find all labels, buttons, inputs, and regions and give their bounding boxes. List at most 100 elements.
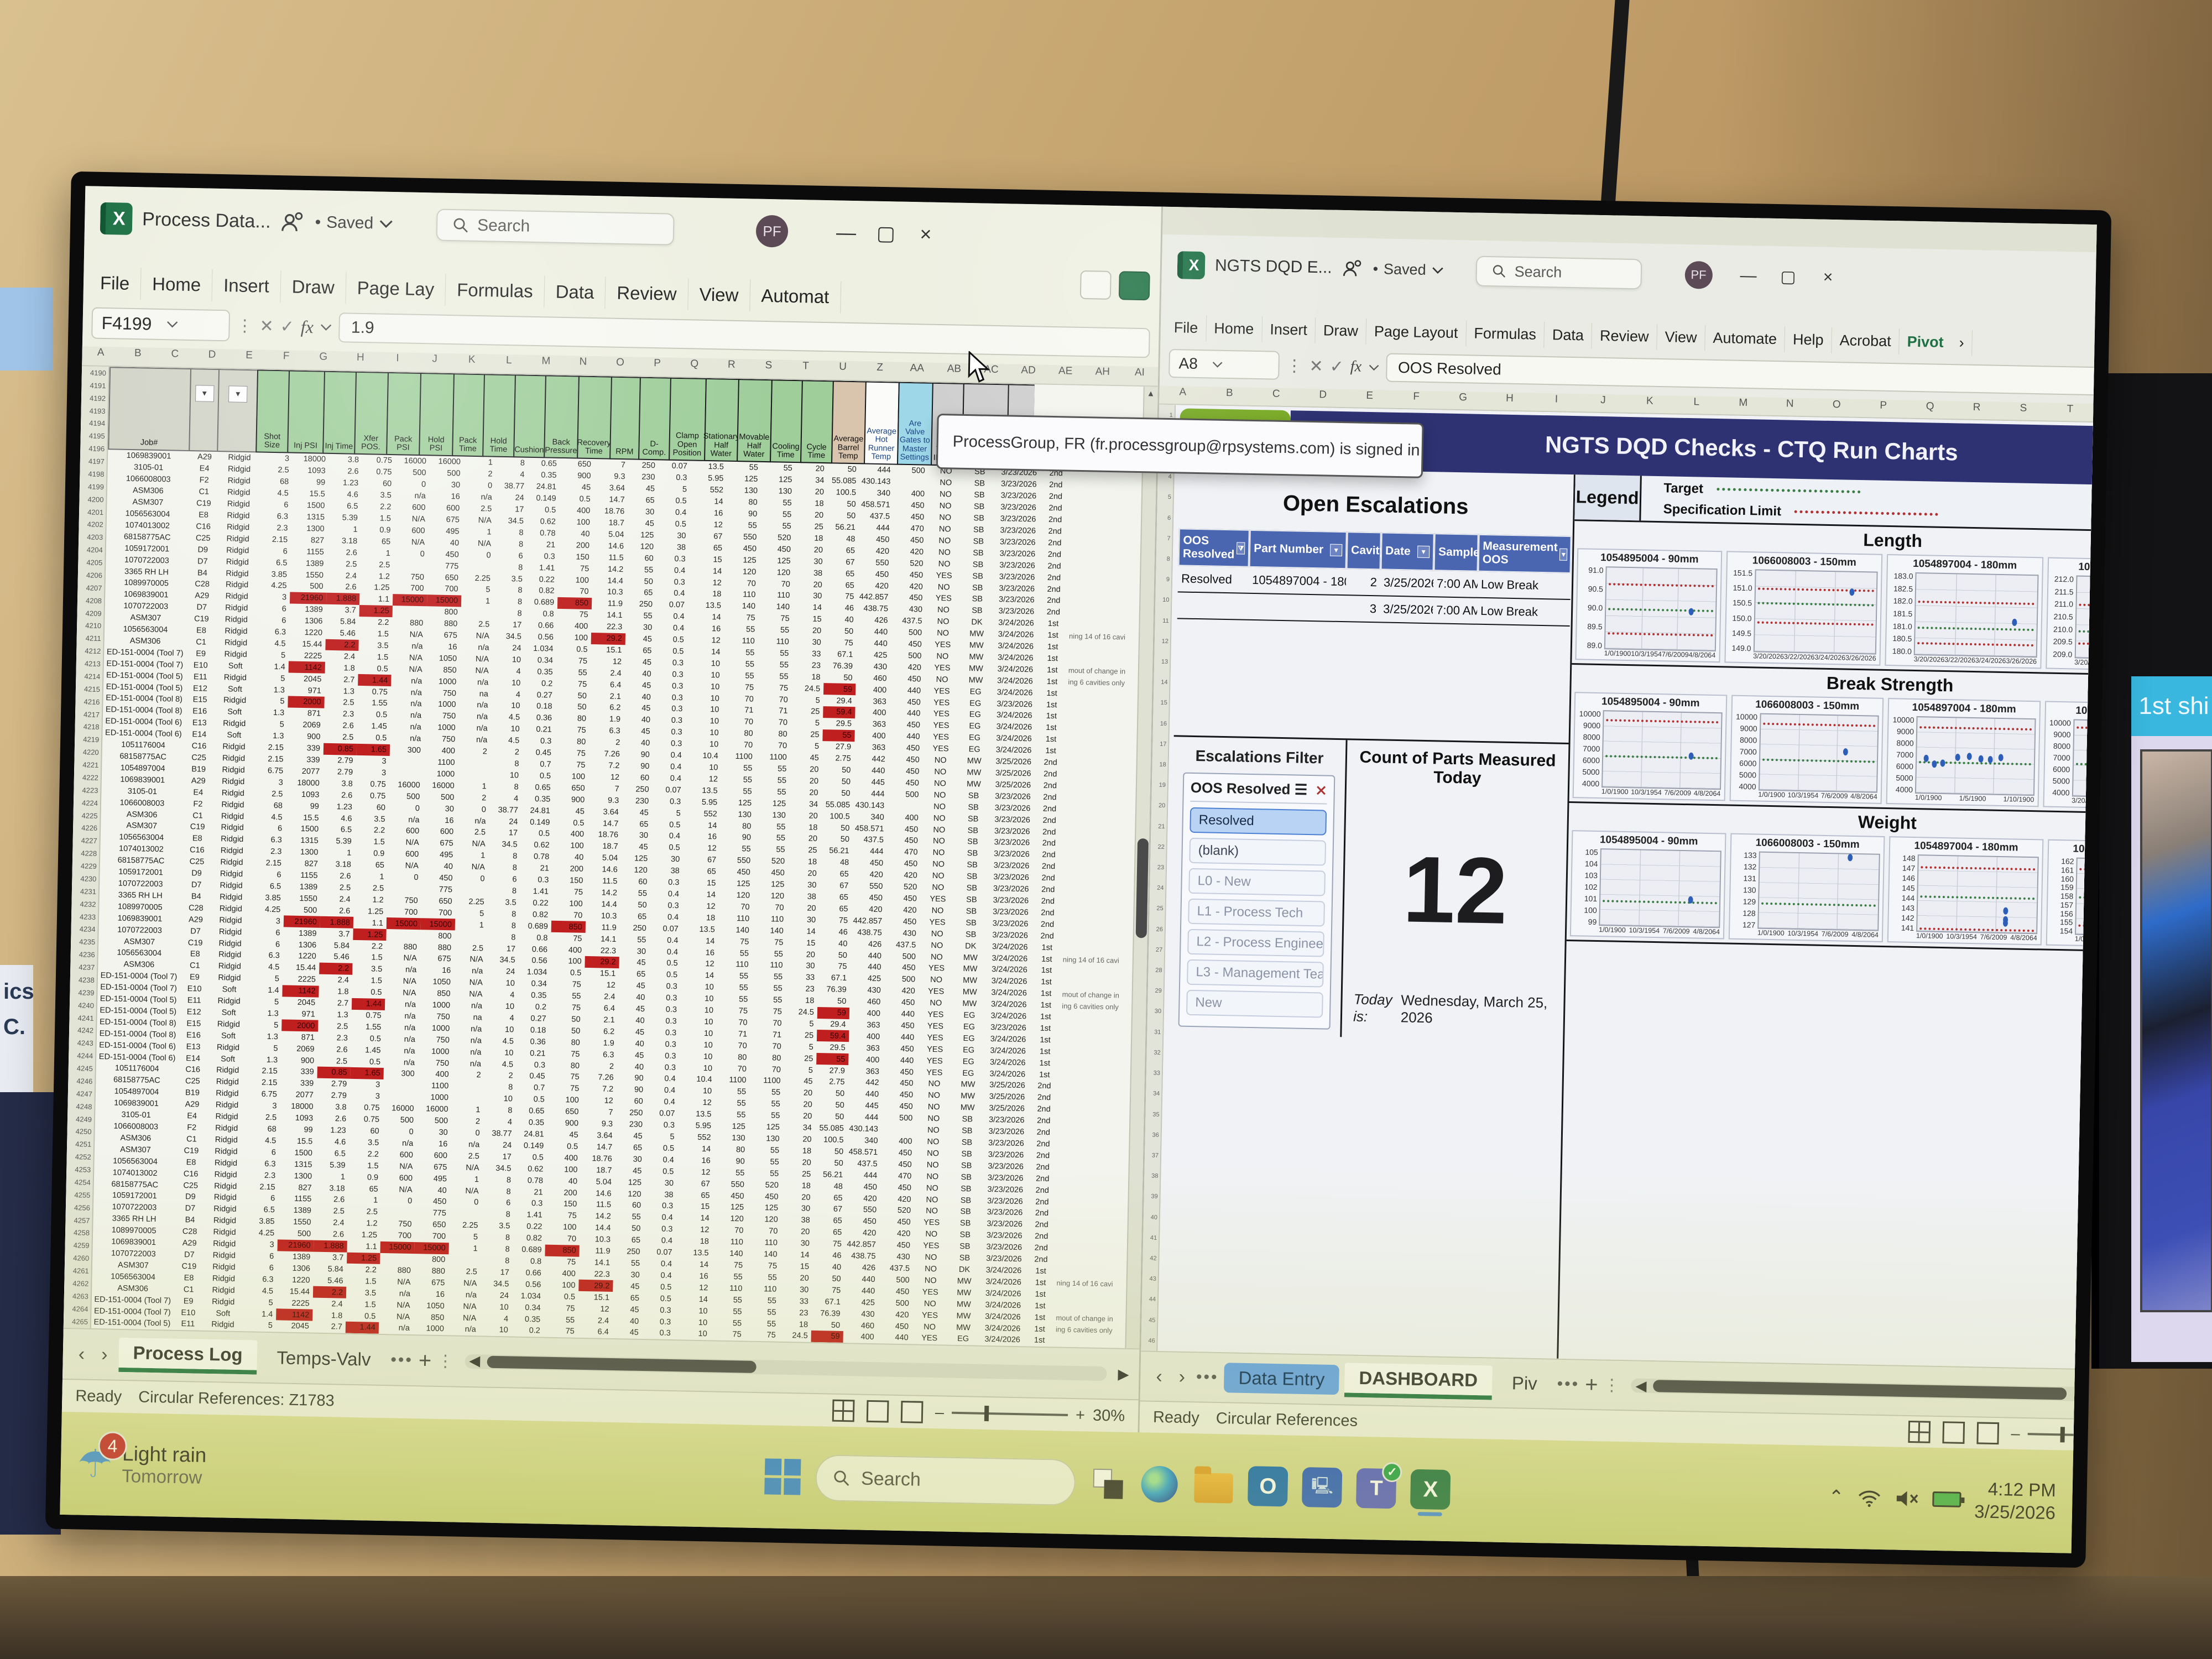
grid-cell[interactable]: 0.4 (660, 1259, 672, 1269)
grid-cell[interactable]: 5.46 (340, 629, 356, 638)
grid-cell[interactable]: D7 (185, 1204, 196, 1213)
grid-cell[interactable]: 110 (735, 960, 749, 970)
grid-cell[interactable]: NO (930, 952, 943, 962)
grid-cell[interactable]: 450 (899, 1102, 913, 1112)
grid-cell[interactable]: 13.5 (702, 786, 718, 796)
grid-cell[interactable] (462, 561, 494, 573)
grid-cell[interactable]: 2.2 (365, 1265, 377, 1275)
column-header[interactable]: Back Pressure (544, 375, 580, 459)
row-number[interactable]: 4202 (87, 520, 103, 529)
column-letter[interactable]: A (1179, 386, 1187, 398)
grid-cell[interactable]: 14 (705, 971, 714, 980)
grid-cell[interactable]: EG (962, 1068, 974, 1078)
grid-cell[interactable]: 23 (799, 1308, 808, 1318)
grid-cell[interactable]: 15 (812, 614, 822, 624)
grid-cell[interactable]: 75 (746, 613, 755, 623)
grid-cell[interactable]: 420 (896, 1229, 911, 1239)
grid-cell[interactable]: 2nd (1041, 908, 1055, 918)
grid-cell[interactable]: 65 (633, 1143, 643, 1152)
grid-cell[interactable]: N/A (409, 665, 422, 674)
grid-cell[interactable]: SB (966, 918, 977, 928)
grid-cell[interactable]: 0.4 (667, 912, 679, 922)
grid-cell[interactable]: 500 (400, 1115, 414, 1125)
grid-cell[interactable]: 3/23/2026 (993, 907, 1029, 917)
grid-cell[interactable]: NO (925, 1253, 937, 1262)
grid-cell[interactable]: YES (922, 1287, 938, 1297)
grid-cell[interactable]: 880 (444, 619, 458, 629)
grid-cell[interactable]: ASM307 (124, 937, 155, 947)
grid-cell[interactable]: 3/25/2026 (995, 780, 1031, 790)
grid-cell[interactable]: 1093 (307, 466, 326, 476)
grid-cell[interactable]: 12 (699, 1283, 708, 1293)
grid-cell[interactable]: 5 (479, 909, 484, 919)
grid-cell[interactable]: 2nd (1040, 920, 1055, 929)
grid-cell[interactable]: 75 (577, 726, 586, 735)
grid-cell[interactable]: 3/24/2026 (998, 618, 1034, 628)
grid-cell[interactable]: SB (972, 560, 984, 570)
grid-cell[interactable]: 2 (482, 794, 487, 803)
grid-cell[interactable]: B4 (185, 1215, 195, 1225)
taskbar-clock[interactable]: 4:12 PM 3/25/2026 (1974, 1477, 2056, 1524)
grid-cell[interactable]: 1100 (431, 1082, 449, 1091)
grid-cell[interactable]: 50 (841, 789, 851, 798)
grid-cell[interactable]: DK (958, 1265, 971, 1275)
grid-cell[interactable]: 0.3 (659, 1317, 671, 1327)
grid-cell[interactable]: 3.5 (374, 815, 385, 824)
grid-cell[interactable]: 6.3 (262, 1275, 274, 1284)
grid-cell[interactable]: 125 (744, 474, 758, 484)
grid-cell[interactable]: 1st (1039, 1047, 1051, 1056)
grid-cell[interactable]: 400 (562, 1269, 576, 1279)
grid-cell[interactable]: ED-151-0004 (Tool 5) (93, 1318, 171, 1329)
grid-cell[interactable]: 34 (815, 476, 825, 486)
grid-cell[interactable]: 0.7 (533, 1083, 545, 1093)
grid-cell[interactable]: 438.75 (863, 604, 889, 614)
grid-cell[interactable]: 675 (440, 839, 453, 848)
grid-cell[interactable]: 0.5 (672, 635, 684, 645)
grid-cell[interactable]: 75 (571, 1050, 580, 1059)
grid-cell[interactable]: N/A (478, 516, 492, 525)
grid-cell[interactable]: 1220 (292, 1275, 310, 1285)
row-number[interactable]: 4241 (77, 1013, 94, 1022)
grid-cell[interactable]: 5 (676, 808, 681, 818)
grid-cell[interactable]: 75 (573, 934, 582, 943)
grid-cell[interactable]: 650 (445, 573, 459, 582)
grid-cell[interactable]: 520 (778, 533, 791, 542)
grid-cell[interactable]: 75 (838, 962, 847, 972)
grid-cell[interactable]: 3/23/2026 (994, 803, 1031, 813)
grid-cell[interactable]: 1st (1040, 1000, 1052, 1010)
grid-cell[interactable]: 6.5 (276, 558, 288, 568)
grid-cell[interactable]: 1st (1046, 723, 1057, 733)
grid-cell[interactable]: NO (937, 582, 950, 592)
grid-cell[interactable]: 23 (811, 661, 821, 670)
grid-cell[interactable]: Ridgid (220, 881, 243, 890)
grid-cell[interactable]: 495 (446, 526, 460, 536)
column-letter[interactable]: F (283, 350, 290, 362)
tray-chevron-icon[interactable]: ⌃ (1828, 1486, 1845, 1508)
grid-cell[interactable]: 3.85 (265, 893, 281, 903)
grid-cell[interactable]: Ridgid (222, 765, 245, 775)
grid-cell[interactable]: N/A (409, 653, 423, 663)
grid-cell[interactable]: 3/23/2026 (993, 884, 1029, 894)
grid-cell[interactable]: D7 (184, 1250, 195, 1260)
grid-cell[interactable]: 8 (518, 540, 524, 549)
grid-cell[interactable]: 6.3 (264, 1159, 276, 1168)
grid-cell[interactable]: 20 (814, 510, 824, 520)
grid-cell[interactable]: n/a (468, 1140, 480, 1150)
grid-cell[interactable]: Ridgid (213, 1216, 237, 1226)
row-number[interactable]: 23 (1157, 864, 1165, 872)
grid-cell[interactable]: 2.15 (261, 1078, 278, 1088)
grid-cell[interactable]: SB (961, 1172, 972, 1182)
grid-cell[interactable]: 450 (907, 674, 921, 684)
grid-cell[interactable]: 1100 (769, 753, 787, 762)
teams-icon[interactable]: T ✓ (1356, 1462, 1402, 1509)
grid-cell[interactable]: 0.3 (671, 705, 683, 714)
grid-cell[interactable] (448, 1254, 481, 1266)
grid-cell[interactable]: 700 (404, 907, 418, 917)
grid-cell[interactable]: 120 (764, 1215, 778, 1225)
grid-cell[interactable]: 140 (742, 602, 756, 612)
grid-cell[interactable]: n/a (478, 643, 489, 653)
grid-cell[interactable]: 495 (433, 1174, 447, 1183)
grid-cell[interactable]: 120 (736, 891, 750, 900)
row-number[interactable]: 15 (1160, 700, 1167, 707)
grid-cell[interactable]: 430 (896, 1252, 910, 1262)
